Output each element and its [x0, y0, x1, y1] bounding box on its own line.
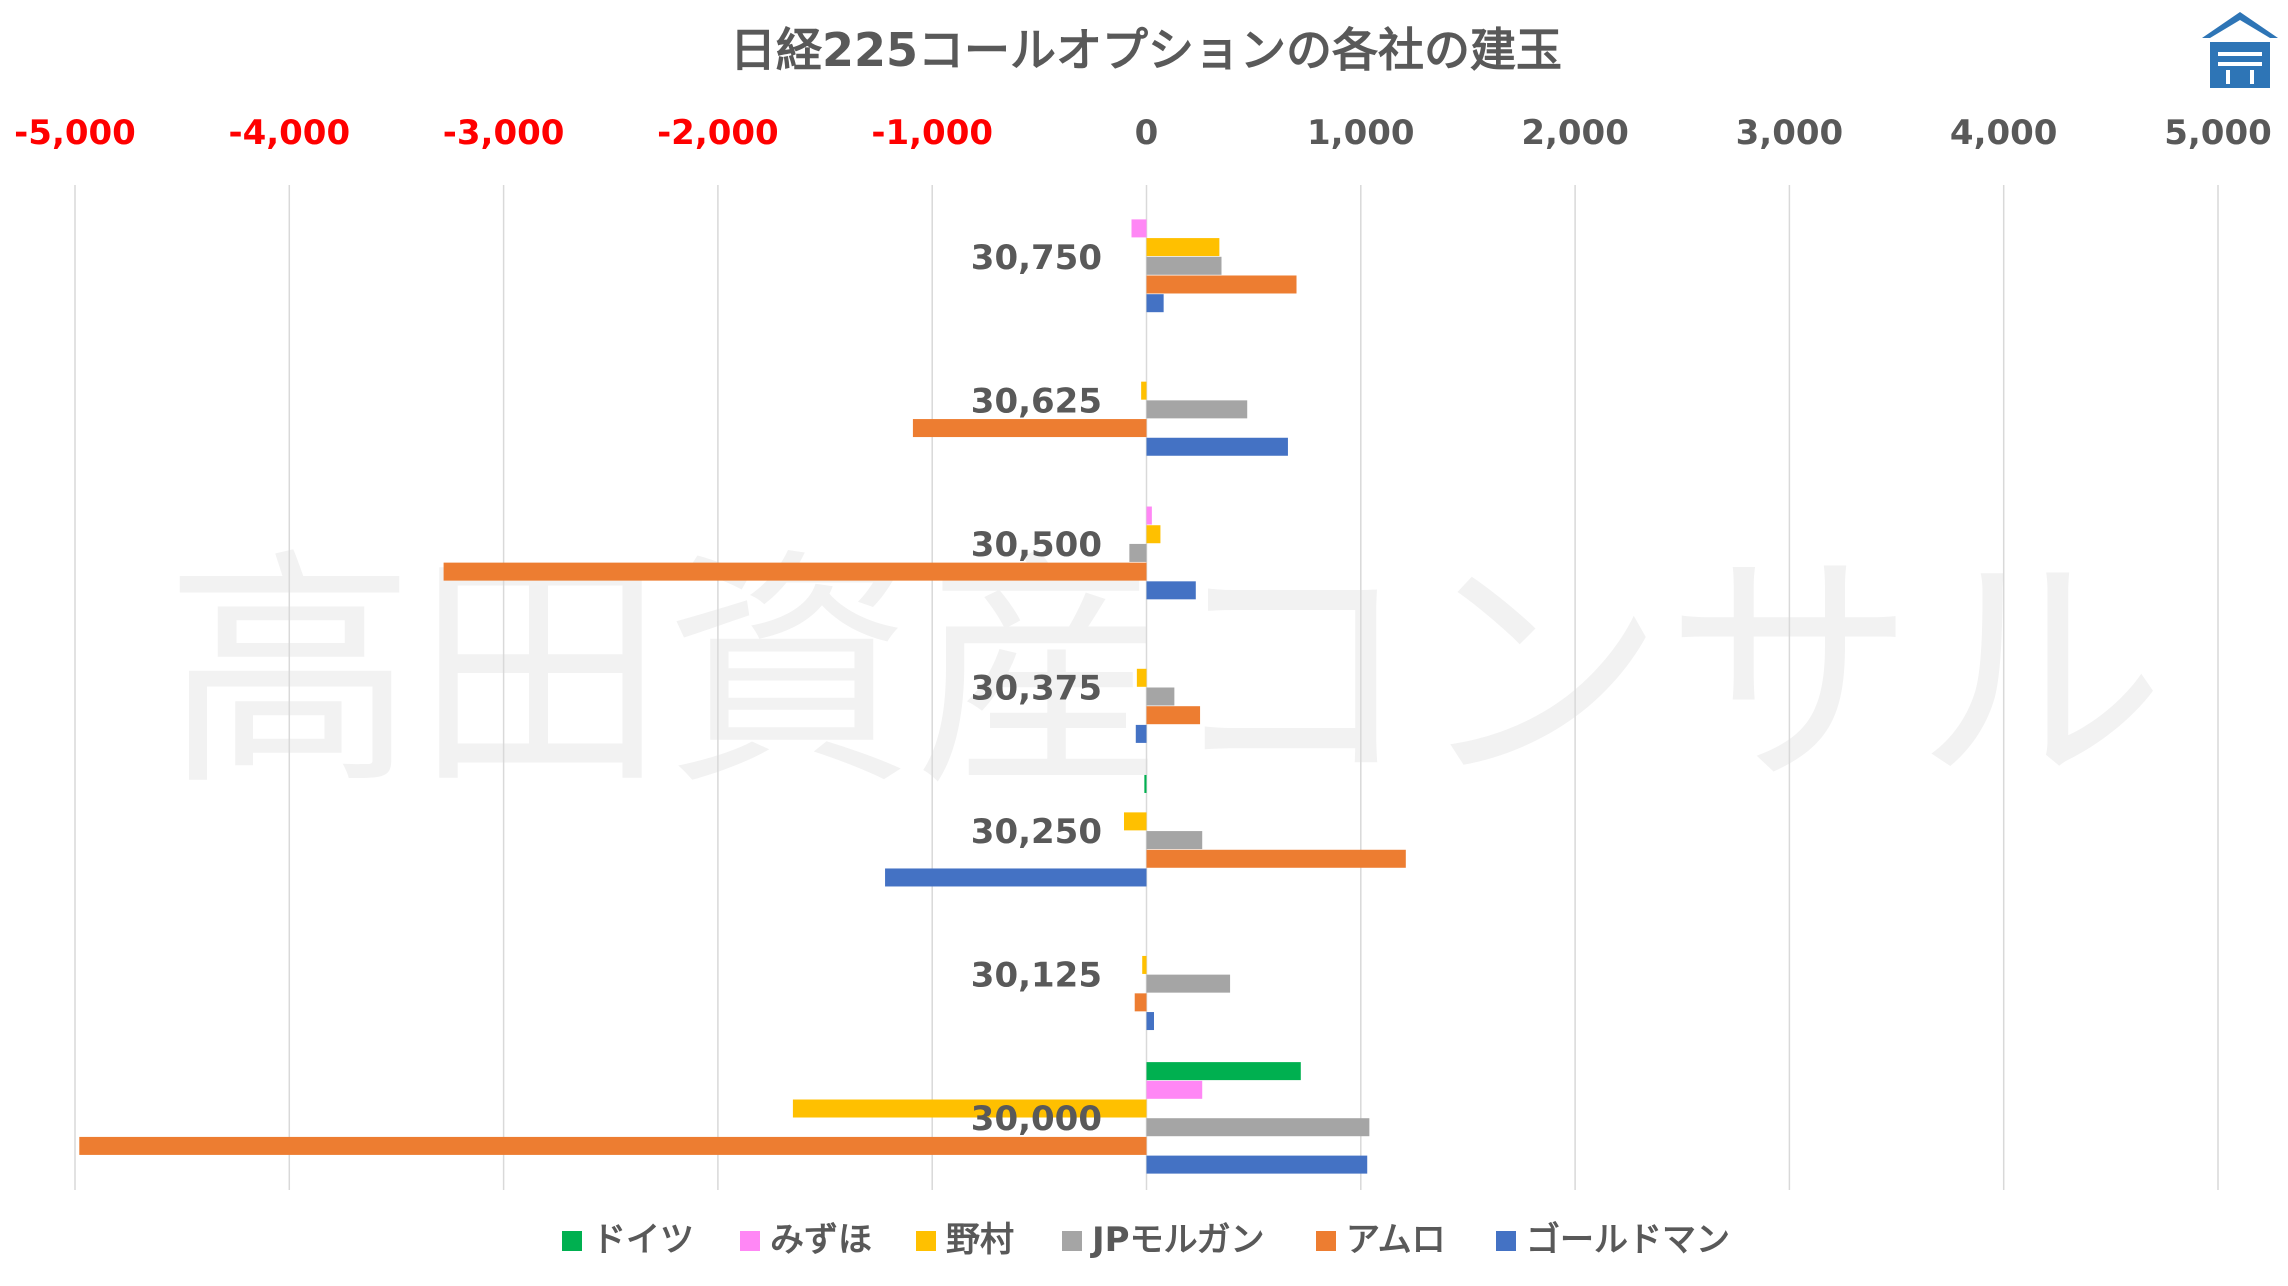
x-tick-label: 2,000 [1521, 113, 1629, 153]
legend-label: 野村 [946, 1220, 1014, 1260]
bar-30000-s3 [1146, 1118, 1370, 1137]
logo-shape [2250, 70, 2254, 84]
bar-30750-s1 [1131, 219, 1147, 238]
x-axis-tick-labels: -5,000 -4,000 -3,000 -2,000 -1,000 0 1,000 2,00… [14, 113, 2272, 153]
bar-30375-s5 [1135, 724, 1147, 743]
x-tick-label: -5,000 [14, 113, 136, 153]
bar-30250-s5 [885, 868, 1147, 887]
legend-item: アムロ [1316, 1220, 1446, 1260]
chart-title: 日経225コールオプションの各社の建玉 [730, 23, 1562, 77]
bar-30750-s4 [1146, 275, 1297, 294]
legend-swatch [1062, 1231, 1082, 1251]
legend-swatch [562, 1231, 582, 1251]
category-label-30125: 30,125 [971, 956, 1102, 996]
bar-30500-s5 [1146, 581, 1196, 600]
bar-30250-s4 [1146, 849, 1406, 868]
x-tick-label: 3,000 [1736, 113, 1844, 153]
category-labels: 30,750 30,625 30,500 30,375 30,250 30,125 30,0… [971, 238, 1102, 1139]
company-logo [2202, 12, 2278, 88]
bars [79, 219, 1406, 1174]
category-label-30625: 30,625 [971, 381, 1102, 421]
bar-30750-s5 [1146, 294, 1164, 313]
legend-label: JPモルガン [1090, 1220, 1265, 1260]
bar-30500-s3 [1129, 543, 1147, 562]
x-tick-label: 0 [1135, 113, 1159, 153]
bar-30250-s2 [1123, 812, 1147, 831]
legend-swatch [916, 1231, 936, 1251]
legend-swatch [1316, 1231, 1336, 1251]
logo-shape [2218, 52, 2262, 56]
bar-30000-s4 [79, 1136, 1147, 1155]
legend: ドイツ みずほ 野村 JPモルガン アムロ ゴールドマン [562, 1220, 1730, 1260]
legend-label: ドイツ [592, 1220, 694, 1260]
bar-30625-s5 [1146, 437, 1288, 456]
logo-shape [2226, 70, 2230, 84]
category-label-30750: 30,750 [971, 238, 1102, 278]
x-tick-label: 4,000 [1950, 113, 2058, 153]
bar-30125-s5 [1146, 1012, 1155, 1031]
bar-30125-s2 [1142, 955, 1147, 974]
x-tick-label: -2,000 [657, 113, 779, 153]
legend-label: アムロ [1346, 1220, 1446, 1260]
bar-30250-s3 [1146, 831, 1203, 850]
legend-item: ドイツ [562, 1220, 694, 1260]
x-tick-label: -3,000 [443, 113, 565, 153]
legend-item: JPモルガン [1062, 1220, 1265, 1260]
legend-label: みずほ [770, 1220, 872, 1260]
bar-30125-s4 [1134, 993, 1147, 1012]
bar-30125-s3 [1146, 974, 1231, 993]
bar-30500-s4 [443, 562, 1147, 581]
bar-30500-s2 [1146, 525, 1161, 544]
legend-label: ゴールドマン [1526, 1220, 1730, 1260]
bar-30625-s4 [912, 419, 1147, 438]
bar-30000-s1 [1146, 1080, 1203, 1099]
category-label-30500: 30,500 [971, 525, 1102, 565]
legend-item: ゴールドマン [1496, 1220, 1730, 1260]
category-label-30375: 30,375 [971, 669, 1102, 709]
bar-30000-s0 [1146, 1062, 1301, 1081]
bar-30500-s1 [1146, 506, 1152, 525]
bar-30250-s0 [1144, 774, 1147, 793]
legend-swatch [740, 1231, 760, 1251]
x-tick-label: -4,000 [228, 113, 350, 153]
bar-30375-s3 [1146, 687, 1175, 706]
category-label-30000: 30,000 [971, 1099, 1102, 1139]
legend-item: 野村 [916, 1220, 1014, 1260]
x-tick-label: -1,000 [871, 113, 993, 153]
bar-30000-s2 [792, 1099, 1147, 1118]
bar-30375-s4 [1146, 706, 1201, 725]
legend-swatch [1496, 1231, 1516, 1251]
logo-shape [2202, 12, 2278, 38]
bar-30000-s5 [1146, 1155, 1368, 1174]
x-tick-label: 1,000 [1307, 113, 1415, 153]
logo-shape [2218, 62, 2262, 66]
bar-30375-s2 [1136, 668, 1147, 687]
x-tick-label: 5,000 [2164, 113, 2272, 153]
bar-30750-s2 [1146, 238, 1220, 257]
gridlines [74, 185, 2219, 1190]
category-label-30250: 30,250 [971, 812, 1102, 852]
legend-item: みずほ [740, 1220, 872, 1260]
bar-30750-s3 [1146, 256, 1222, 275]
bar-30625-s2 [1141, 381, 1147, 400]
bar-30625-s3 [1146, 400, 1248, 419]
